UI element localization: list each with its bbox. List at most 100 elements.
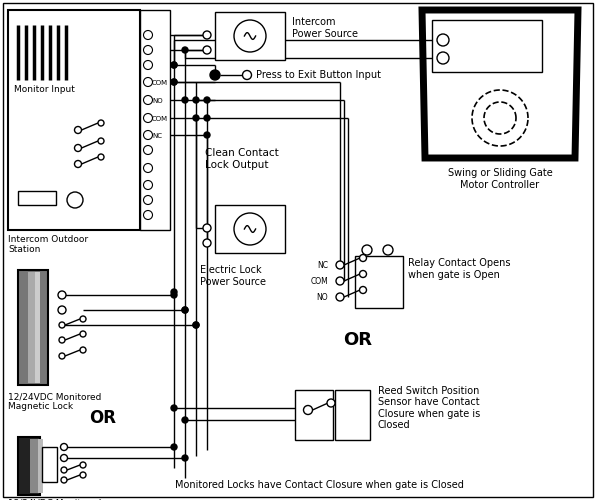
Circle shape [171,79,177,85]
Circle shape [303,406,312,414]
Bar [335,390,370,440]
Circle shape [182,417,188,423]
Circle shape [336,277,344,285]
Circle shape [171,62,177,68]
Circle shape [234,213,266,245]
Circle shape [193,97,199,103]
Text: Clean Contact
Lock Output: Clean Contact Lock Output [205,148,279,170]
Bar [18,437,40,495]
Circle shape [144,30,153,40]
Text: 12/24VDC Monitored
Magnetic Lock: 12/24VDC Monitored Magnetic Lock [8,392,101,411]
Circle shape [98,138,104,144]
Circle shape [144,146,153,154]
Bar [295,390,333,440]
Circle shape [80,347,86,353]
Bar [18,270,48,385]
Circle shape [144,96,153,104]
Polygon shape [422,10,578,158]
Bar [215,12,285,60]
Text: NO: NO [316,292,328,302]
Text: Monitored Locks have Contact Closure when gate is Closed: Monitored Locks have Contact Closure whe… [175,480,464,490]
Circle shape [171,405,177,411]
Circle shape [80,472,86,478]
Text: Reed Switch Position
Sensor have Contact
Closure when gate is
Closed: Reed Switch Position Sensor have Contact… [378,386,480,430]
Circle shape [67,192,83,208]
Bar [140,10,170,230]
Circle shape [58,306,66,314]
Circle shape [144,46,153,54]
Text: Press to Exit Button Input: Press to Exit Button Input [256,70,381,80]
Circle shape [144,164,153,172]
Bar [30,439,40,493]
Bar [38,439,43,493]
Circle shape [144,60,153,70]
Circle shape [98,120,104,126]
Bar [355,256,403,308]
Circle shape [58,291,66,299]
Text: COM: COM [311,276,328,285]
Circle shape [144,114,153,122]
Circle shape [359,254,367,262]
Circle shape [61,477,67,483]
Circle shape [204,132,210,138]
Circle shape [359,270,367,278]
Circle shape [362,245,372,255]
Circle shape [61,467,67,473]
Text: Intercom
Power Source: Intercom Power Source [292,17,358,39]
Text: Swing or Sliding Gate
Motor Controller: Swing or Sliding Gate Motor Controller [448,168,552,190]
Circle shape [144,78,153,86]
Circle shape [74,126,82,134]
Circle shape [61,444,67,450]
Circle shape [59,337,65,343]
Circle shape [59,322,65,328]
Circle shape [182,97,188,103]
Text: NC: NC [152,133,162,139]
Circle shape [437,34,449,46]
Text: 12/24VDC Monitored
Electric Strike Lock: 12/24VDC Monitored Electric Strike Lock [8,498,101,500]
Text: OR: OR [89,409,116,427]
Bar [28,272,36,383]
Circle shape [203,46,211,54]
Circle shape [437,52,449,64]
Circle shape [182,455,188,461]
Text: Electric Lock
Power Source: Electric Lock Power Source [200,265,266,286]
Circle shape [59,353,65,359]
Text: Relay Contact Opens
when gate is Open: Relay Contact Opens when gate is Open [408,258,511,280]
Circle shape [61,454,67,462]
Circle shape [243,70,252,80]
Circle shape [383,245,393,255]
Circle shape [74,144,82,152]
Text: COM: COM [152,80,168,86]
Circle shape [182,47,188,53]
Bar [432,20,542,72]
Circle shape [144,130,153,140]
Circle shape [336,293,344,301]
Bar [18,191,56,205]
Circle shape [210,70,220,80]
Text: Intercom Outdoor
Station: Intercom Outdoor Station [8,235,88,255]
Circle shape [171,289,177,295]
Bar [215,205,285,253]
Text: NO: NO [152,98,163,104]
Circle shape [234,20,266,52]
Text: NC: NC [317,260,328,270]
Circle shape [98,154,104,160]
Circle shape [144,180,153,190]
Circle shape [193,115,199,121]
Circle shape [327,399,335,407]
Text: Monitor Input: Monitor Input [14,85,75,94]
Circle shape [171,444,177,450]
Circle shape [203,31,211,39]
Bar [8,10,140,230]
Circle shape [144,196,153,204]
Bar [35,272,40,383]
Bar [42,447,57,482]
Circle shape [193,322,199,328]
Circle shape [359,286,367,294]
Circle shape [336,261,344,269]
Circle shape [182,307,188,313]
Circle shape [171,62,177,68]
Circle shape [80,462,86,468]
Circle shape [203,224,211,232]
Circle shape [182,307,188,313]
